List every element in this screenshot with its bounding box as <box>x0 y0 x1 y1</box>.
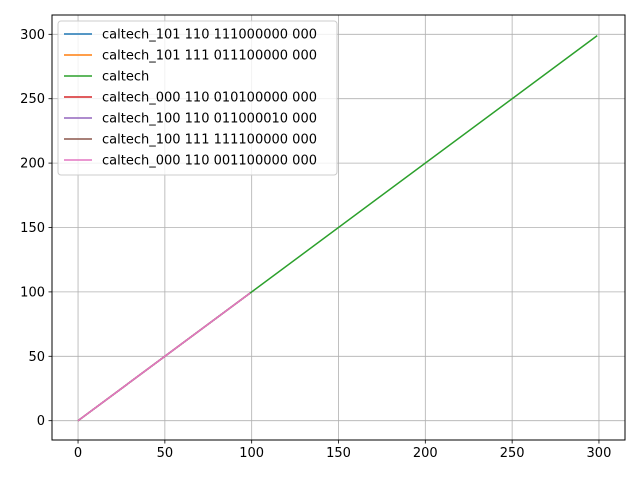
legend-label: caltech_101 110 111000000 000 <box>102 28 317 43</box>
y-tick-label: 150 <box>20 221 45 236</box>
legend-label: caltech <box>102 70 149 85</box>
legend-label: caltech_101 111 011100000 000 <box>102 49 317 64</box>
x-tick-label: 0 <box>74 446 82 461</box>
series-line-7 <box>77 292 251 422</box>
x-tick-label: 50 <box>157 446 174 461</box>
legend-label: caltech_100 111 111100000 000 <box>102 133 317 148</box>
x-tick-label: 250 <box>500 446 525 461</box>
legend-box <box>57 20 338 176</box>
x-tick-label: 300 <box>587 446 612 461</box>
legend-label: caltech_100 110 011000010 000 <box>102 112 317 127</box>
y-tick-label: 250 <box>20 92 45 107</box>
y-axis: 0 50 100 150 200 250 300 <box>20 28 52 429</box>
y-tick-label: 300 <box>20 28 45 43</box>
series-lines <box>77 35 598 422</box>
y-tick-label: 0 <box>37 414 45 429</box>
y-tick-label: 50 <box>28 350 45 365</box>
x-axis: 0 50 100 150 200 250 300 <box>74 440 611 461</box>
x-tick-label: 150 <box>326 446 351 461</box>
legend-label: caltech_000 110 010100000 000 <box>102 91 317 106</box>
y-tick-label: 200 <box>20 157 45 172</box>
x-tick-label: 200 <box>413 446 438 461</box>
x-tick-label: 100 <box>239 446 264 461</box>
legend-label: caltech_000 110 001100000 000 <box>102 154 317 169</box>
legend: caltech_101 110 111000000 000 caltech_101… <box>57 20 338 176</box>
y-tick-label: 100 <box>20 285 45 300</box>
